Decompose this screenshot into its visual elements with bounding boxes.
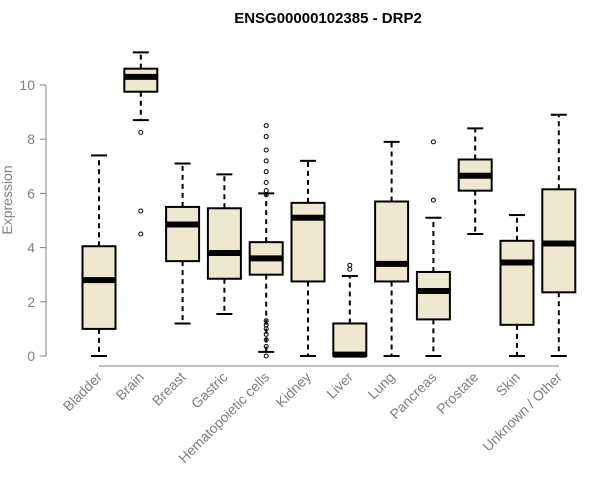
iqr-box: [206, 207, 242, 280]
x-tick-label: Bladder: [60, 369, 106, 415]
iqr-box: [165, 205, 201, 263]
iqr-box: [374, 200, 410, 283]
box-liver: [332, 262, 368, 358]
outlier-point: [263, 133, 269, 139]
outlier-point: [263, 147, 269, 153]
axes: 0 2 4 6 8 10: [19, 77, 559, 367]
box-gastric: [206, 173, 242, 315]
outlier-point: [347, 262, 353, 268]
y-tick-label: 6: [27, 185, 35, 201]
box-lung: [374, 140, 410, 357]
outlier-point: [263, 192, 269, 198]
box-prostate: [457, 127, 493, 236]
box-bladder: [81, 154, 117, 357]
y-tick-label: 10: [19, 77, 35, 93]
outlier-point: [138, 231, 144, 237]
boxes-group: [81, 51, 577, 359]
outlier-point: [430, 139, 436, 145]
outlier-point: [263, 169, 269, 175]
iqr-box: [332, 322, 368, 358]
outlier-point: [263, 326, 269, 332]
y-tick-label: 4: [27, 240, 35, 256]
outlier-point: [263, 353, 269, 359]
y-tick-label: 0: [27, 348, 35, 364]
x-tick-label: Skin: [493, 369, 524, 400]
x-tick-label: Unknown / Other: [479, 369, 565, 455]
x-tick-label: Breast: [149, 369, 189, 409]
box-brain: [123, 51, 159, 237]
y-tick-label: 2: [27, 294, 35, 310]
outlier-point: [347, 266, 353, 272]
box-hematopoietic-cells: [248, 123, 284, 359]
outlier-point: [263, 331, 269, 337]
box-pancreas: [415, 139, 451, 357]
iqr-box: [499, 239, 535, 326]
iqr-box: [290, 201, 326, 283]
iqr-box: [415, 270, 451, 321]
x-tick-label: Kidney: [273, 369, 315, 411]
x-tick-label: Prostate: [433, 369, 481, 417]
box-skin: [499, 214, 535, 357]
y-tick-label: 8: [27, 131, 35, 147]
outlier-point: [138, 208, 144, 214]
outlier-point: [263, 158, 269, 164]
chart-title: ENSG00000102385 - DRP2: [234, 10, 422, 27]
x-tick-label: Liver: [323, 369, 356, 402]
iqr-box: [81, 245, 117, 330]
x-tick-label: Brain: [112, 369, 146, 403]
outlier-point: [263, 188, 269, 194]
outlier-point: [263, 180, 269, 186]
iqr-box: [123, 67, 159, 93]
y-axis-label: Expression: [0, 165, 15, 234]
outlier-point: [263, 123, 269, 129]
outlier-point: [263, 337, 269, 343]
box-kidney: [290, 159, 326, 357]
outlier-point: [138, 129, 144, 135]
box-breast: [165, 162, 201, 325]
box-unknown-other: [541, 113, 577, 357]
x-tick-label: Lung: [364, 369, 397, 402]
outlier-point: [263, 344, 269, 350]
outlier-point: [430, 197, 436, 203]
